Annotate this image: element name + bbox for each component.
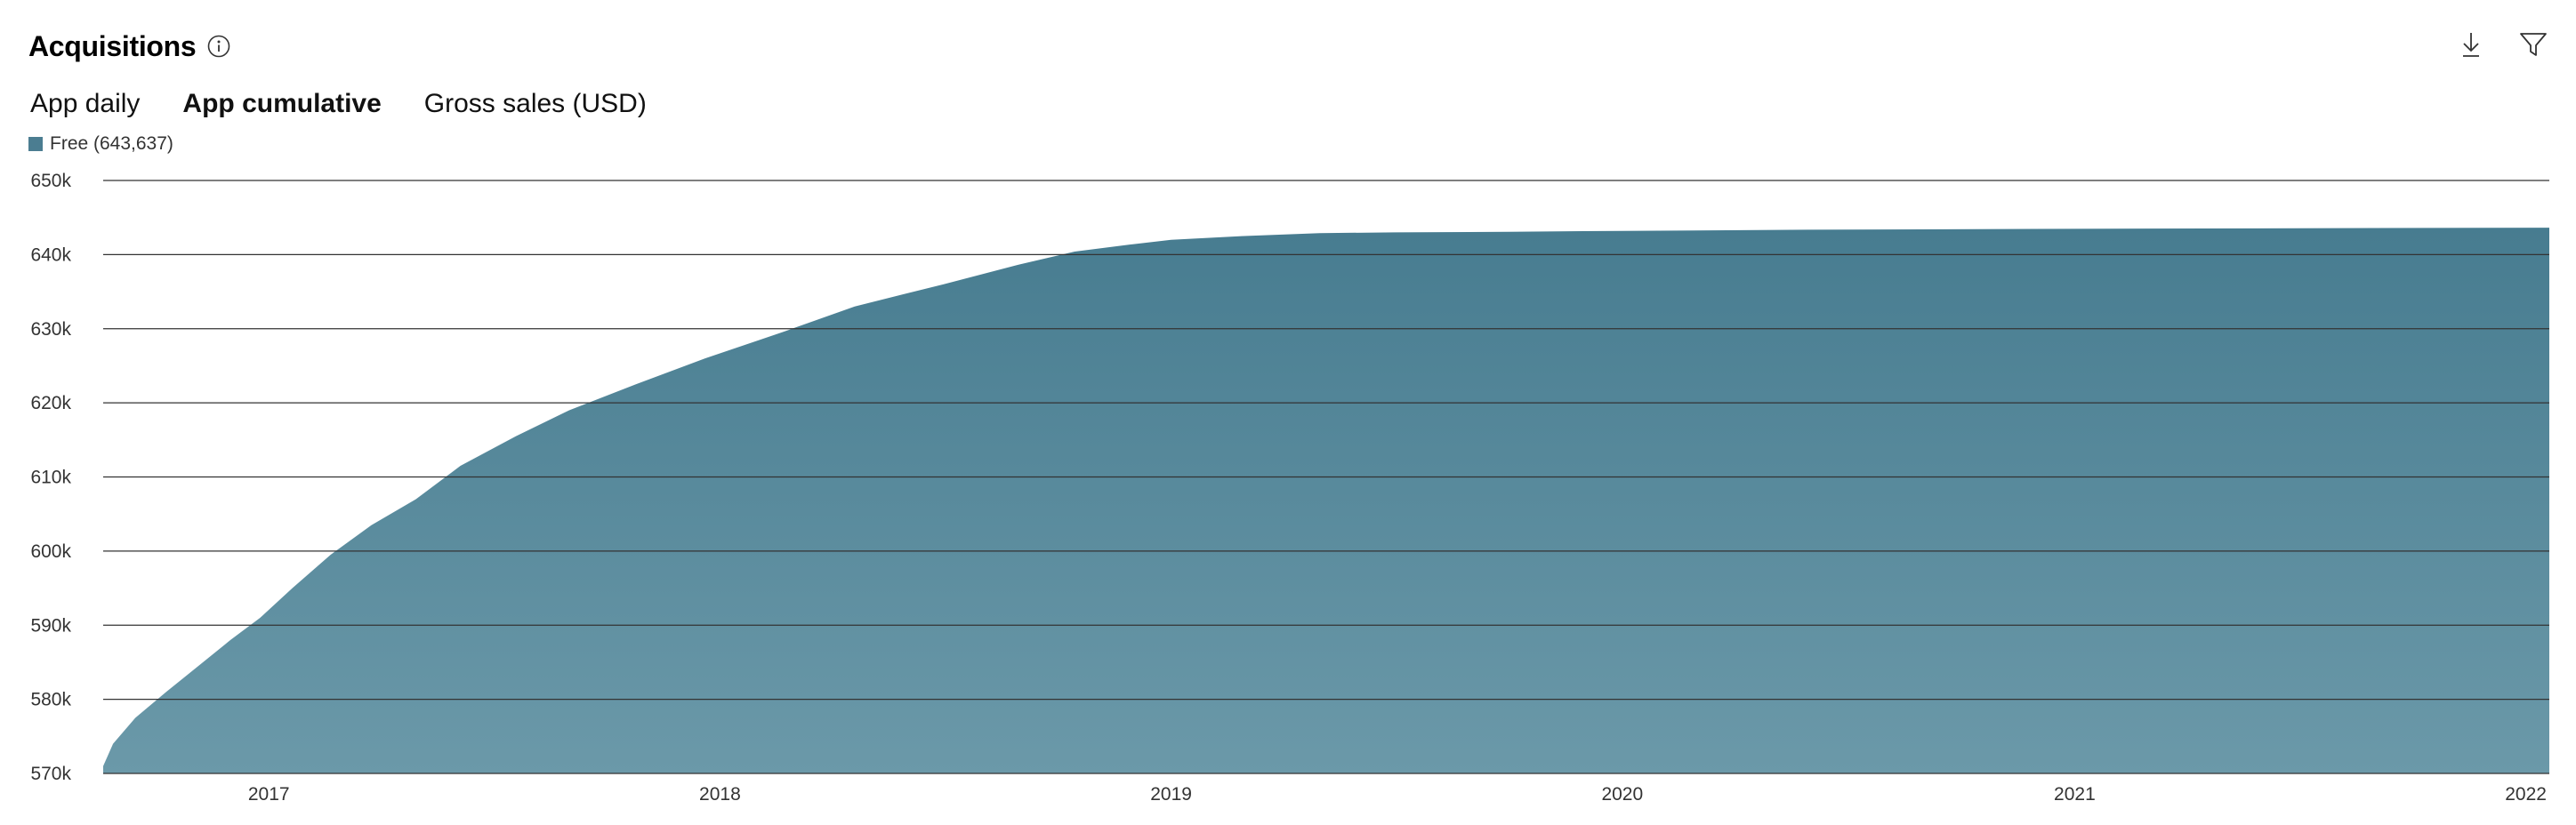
y-tick-label: 650k <box>30 171 71 191</box>
y-tick-label: 570k <box>30 764 71 784</box>
x-tick-label: 2022 <box>2505 784 2547 805</box>
acquisitions-area-chart: 570k 580k 590k 600k 610k 620k 630k 640k 650k 2017… <box>30 171 2549 805</box>
series-area-0 <box>103 228 2549 774</box>
header-actions <box>2427 27 2551 62</box>
view-tabs: App daily App cumulative Gross sales (US… <box>30 89 689 119</box>
y-tick-label: 610k <box>30 468 71 488</box>
tab-app-cumulative[interactable]: App cumulative <box>182 89 382 118</box>
chart-legend: Free (643,637) <box>28 133 173 155</box>
tab-app-daily[interactable]: App daily <box>30 89 141 118</box>
y-tick-label: 640k <box>30 244 71 265</box>
y-tick-label: 580k <box>30 690 71 710</box>
y-tick-label: 590k <box>30 615 71 636</box>
legend-label: Free (643,637) <box>50 133 173 154</box>
x-tick-label: 2019 <box>1150 784 1192 805</box>
legend-swatch <box>28 137 43 151</box>
y-tick-label: 620k <box>30 393 71 413</box>
chart-header: Acquisitions <box>28 27 231 66</box>
y-tick-label: 600k <box>30 541 71 562</box>
x-tick-label: 2018 <box>699 784 741 805</box>
x-tick-label: 2021 <box>2054 784 2096 805</box>
tab-gross-sales[interactable]: Gross sales (USD) <box>423 89 647 118</box>
download-icon[interactable] <box>2453 27 2489 62</box>
page-title: Acquisitions <box>28 29 197 62</box>
info-icon[interactable] <box>206 34 231 59</box>
y-tick-label: 630k <box>30 319 71 340</box>
filter-icon[interactable] <box>2516 27 2551 62</box>
x-tick-label: 2020 <box>1601 784 1643 805</box>
x-tick-label: 2017 <box>248 784 290 805</box>
